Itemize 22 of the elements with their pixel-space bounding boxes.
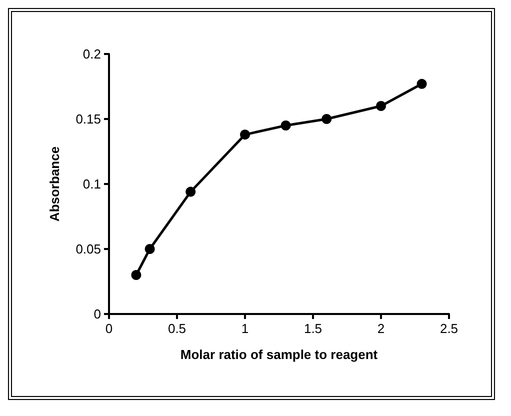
y-tick-label: 0.2 xyxy=(82,46,101,62)
point xyxy=(280,120,291,130)
point xyxy=(322,114,332,124)
x-tick-label: 0 xyxy=(105,321,113,336)
point xyxy=(144,244,155,254)
x-tick-label: 0.5 xyxy=(168,321,186,336)
x-tick-label: 1.5 xyxy=(304,321,322,336)
x-tick-label: 2.5 xyxy=(440,321,458,336)
point xyxy=(416,78,427,89)
x-tick-label: 1 xyxy=(241,321,249,336)
x-tick-label: 2 xyxy=(377,321,385,336)
y-tick-label: 0.15 xyxy=(76,112,101,126)
point xyxy=(376,101,386,111)
y-tick-label: 0 xyxy=(94,306,101,322)
y-tick-label: 0.05 xyxy=(76,242,101,256)
x-axis-title: Molar ratio of sample to reagent xyxy=(180,347,378,362)
y-tick-label: 0.1 xyxy=(82,176,101,192)
point xyxy=(131,270,142,280)
chart-frame: Absorbance Molar ratio of sample to reagent 0 0.05 0.1 0.15 0.2 0 0.5 1 1.5 2 2.5 xyxy=(8,8,495,400)
point xyxy=(240,130,250,140)
point xyxy=(186,186,196,197)
y-axis-title: Absorbance xyxy=(47,146,62,222)
